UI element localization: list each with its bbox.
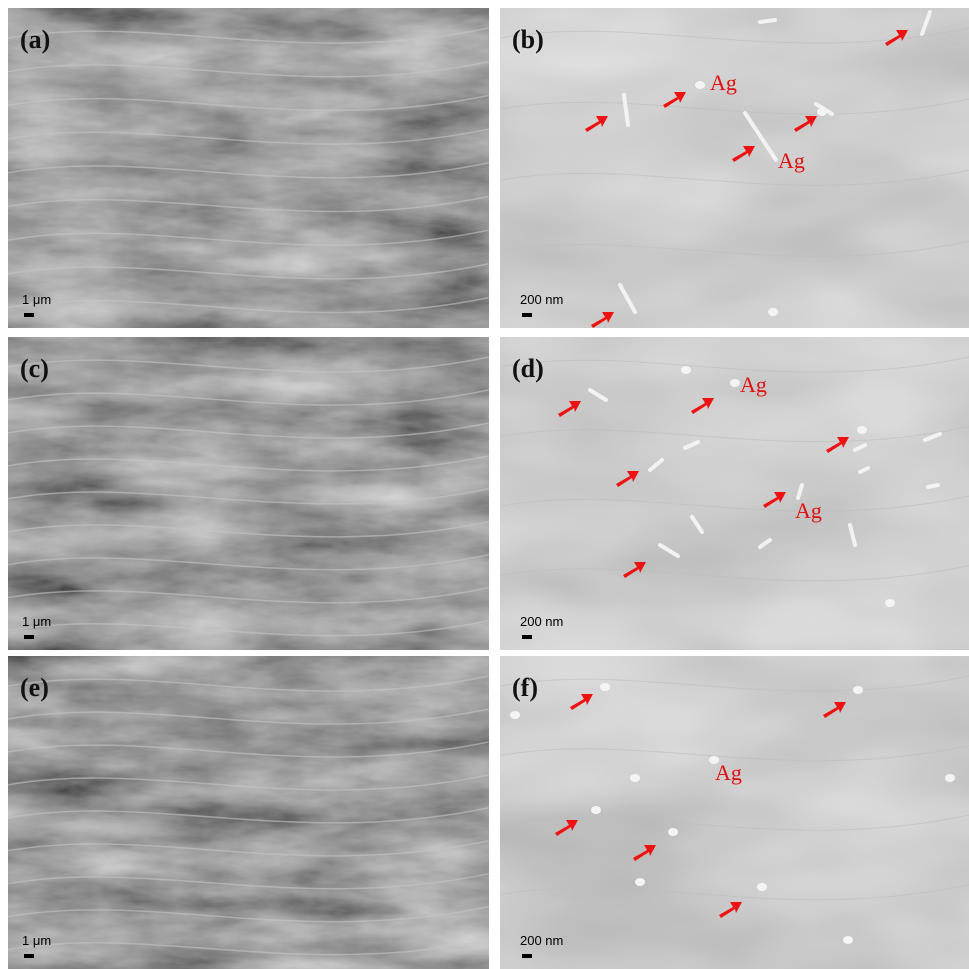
- scale-bar: [522, 313, 532, 317]
- scale-bar-label: 1 μm: [22, 933, 51, 948]
- ag-nanowire: [760, 20, 775, 22]
- ag-particle: [668, 828, 678, 836]
- ag-annotation: Ag: [740, 372, 767, 397]
- scale-bar-label: 1 μm: [22, 292, 51, 307]
- panel-label: (f): [512, 673, 538, 702]
- panel-label: (d): [512, 354, 544, 383]
- ag-particle: [681, 366, 691, 374]
- ag-particle: [510, 711, 520, 719]
- panel-label: (c): [20, 354, 49, 383]
- panel-label: (a): [20, 25, 50, 54]
- sem-panel: (e) 1 μm: [8, 656, 489, 969]
- ag-particle: [591, 806, 601, 814]
- scale-bar-label: 1 μm: [22, 614, 51, 629]
- panel-texture: [500, 656, 969, 969]
- scale-bar-label: 200 nm: [520, 614, 563, 629]
- scale-bar: [522, 954, 532, 958]
- scale-bar-label: 200 nm: [520, 933, 563, 948]
- ag-particle: [768, 308, 778, 316]
- ag-particle: [885, 599, 895, 607]
- scale-bar: [24, 313, 34, 317]
- ag-particle: [857, 426, 867, 434]
- panel-texture: [8, 656, 489, 969]
- sem-panel: (c) 1 μm: [8, 337, 489, 650]
- ag-particle: [945, 774, 955, 782]
- sem-panel: (f) 200 nm Ag: [500, 656, 969, 969]
- ag-nanowire: [928, 485, 938, 487]
- scale-bar: [24, 954, 34, 958]
- ag-particle: [730, 379, 740, 387]
- ag-particle: [853, 686, 863, 694]
- sem-panel: (d) 200 nm Ag Ag: [500, 337, 969, 650]
- sem-figure: (a) 1 μm (b) 200 nm Ag Ag (c) 1 μm (d) 200 nm Ag Ag…: [0, 0, 969, 969]
- panel-label: (b): [512, 25, 544, 54]
- scale-bar: [522, 635, 532, 639]
- scale-bar-label: 200 nm: [520, 292, 563, 307]
- ag-particle: [600, 683, 610, 691]
- ag-particle: [817, 108, 827, 116]
- ag-annotation: Ag: [710, 70, 737, 95]
- ag-annotation: Ag: [715, 760, 742, 785]
- ag-particle: [757, 883, 767, 891]
- ag-particle: [843, 936, 853, 944]
- panel-texture: [8, 8, 489, 328]
- ag-particle: [630, 774, 640, 782]
- scale-bar: [24, 635, 34, 639]
- panel-label: (e): [20, 673, 49, 702]
- panel-texture: [8, 337, 489, 650]
- ag-annotation: Ag: [795, 498, 822, 523]
- ag-particle: [635, 878, 645, 886]
- sem-panel: (b) 200 nm Ag Ag: [500, 8, 969, 328]
- panel-texture: [500, 8, 969, 328]
- ag-annotation: Ag: [778, 148, 805, 173]
- sem-panel: (a) 1 μm: [8, 8, 489, 328]
- ag-particle: [695, 81, 705, 89]
